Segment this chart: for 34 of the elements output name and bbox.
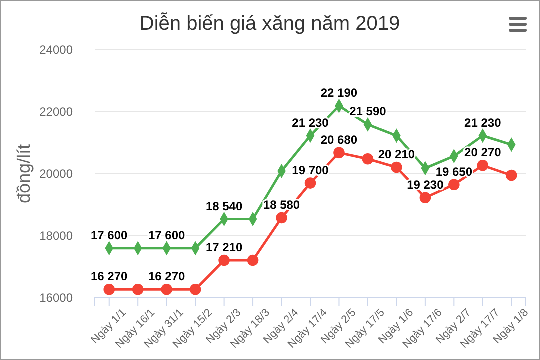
point — [276, 212, 288, 224]
point — [190, 284, 202, 296]
data-label: 20 680 — [320, 132, 358, 147]
y-tick-label: 20000 — [40, 166, 74, 181]
data-label: 20 270 — [464, 146, 502, 160]
point — [362, 153, 374, 165]
data-label: 17 600 — [91, 228, 128, 242]
point — [218, 254, 230, 266]
point — [448, 179, 460, 190]
y-tick-label: 16000 — [40, 290, 74, 305]
data-label: 16 270 — [91, 270, 128, 284]
data-label: 19 650 — [436, 164, 473, 179]
data-label: 21 230 — [464, 116, 502, 130]
data-label: 16 270 — [148, 270, 186, 284]
data-label: 22 190 — [320, 86, 358, 100]
y-axis-title: đồng/lít — [14, 144, 34, 204]
point — [304, 178, 316, 189]
y-tick-label: 18000 — [40, 228, 74, 243]
chart-title: Diễn biến giá xăng năm 2019 — [140, 12, 400, 35]
point — [132, 284, 144, 296]
y-tick-label: 24000 — [40, 42, 74, 57]
point — [506, 170, 518, 182]
point — [247, 254, 259, 266]
data-label: 17 210 — [206, 240, 243, 254]
data-label: 17 600 — [148, 228, 186, 242]
point — [161, 284, 172, 296]
point — [104, 284, 116, 296]
data-label: 21 590 — [350, 104, 387, 119]
point — [420, 192, 432, 204]
data-label: 18 540 — [206, 199, 243, 214]
point — [477, 160, 489, 172]
point — [391, 162, 402, 174]
y-tick-label: 22000 — [40, 104, 74, 119]
point — [334, 147, 345, 159]
